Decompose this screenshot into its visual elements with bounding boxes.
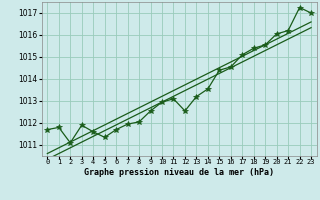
X-axis label: Graphe pression niveau de la mer (hPa): Graphe pression niveau de la mer (hPa): [84, 168, 274, 177]
